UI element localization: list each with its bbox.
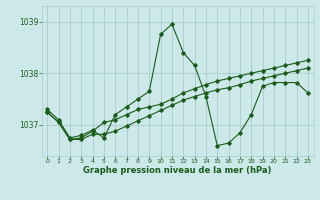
- X-axis label: Graphe pression niveau de la mer (hPa): Graphe pression niveau de la mer (hPa): [84, 166, 272, 175]
